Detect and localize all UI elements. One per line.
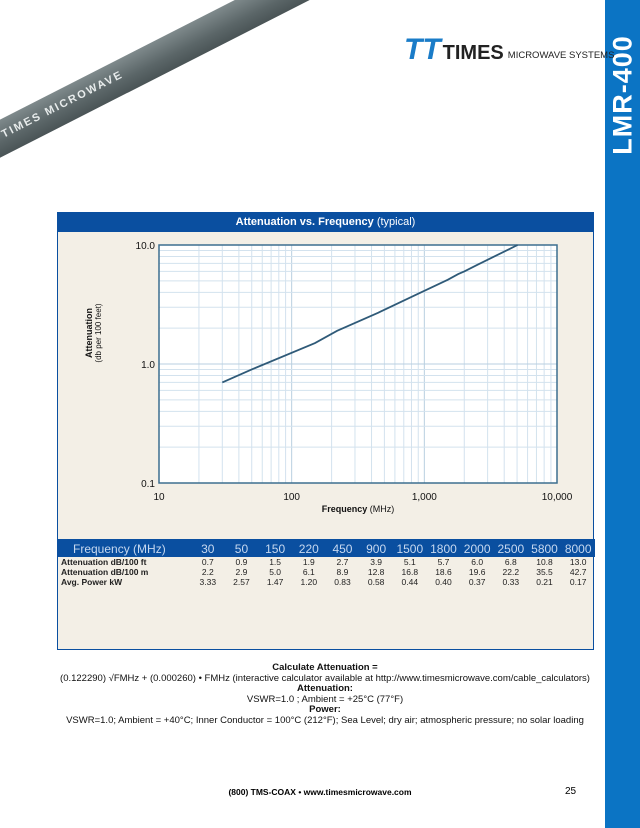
times-logo: TT TIMES MICROWAVE SYSTEMS (404, 33, 615, 66)
notes: Calculate Attenuation = (0.122290) √FMHz… (40, 662, 610, 726)
x-tick-label: 1,000 (412, 492, 437, 503)
title-rest: (typical) (373, 216, 416, 228)
table-cell: 42.7 (569, 567, 587, 577)
table-cell: 0.33 (502, 577, 520, 587)
table-cell: 13.0 (569, 557, 587, 567)
row-label: Attenuation dB/100 m (61, 567, 149, 577)
y-tick-label: 0.1 (141, 479, 155, 490)
table-cell: 0.44 (401, 577, 419, 587)
table-cell: 8.9 (336, 567, 349, 577)
row-label: Avg. Power kW (61, 577, 123, 587)
table-cell: 0.17 (569, 577, 587, 587)
cable-image: TIMES MICROWAVE (0, 0, 332, 171)
table-cell: 2.9 (235, 567, 248, 577)
table-cell: 1.20 (300, 577, 318, 587)
frequency-cell: 150 (265, 542, 286, 556)
y-axis-unit: (db per 100 feet) (94, 303, 103, 362)
table-cell: 0.21 (536, 577, 553, 587)
frequency-cell: 450 (332, 542, 353, 556)
frequency-cell: 50 (234, 542, 249, 556)
table-cell: 0.58 (367, 577, 385, 587)
x-axis-title: Frequency (322, 504, 368, 514)
attenuation-panel: Attenuation vs. Frequency (typical) 10 10… (57, 212, 595, 650)
table-cell: 3.33 (199, 577, 217, 587)
table-cell: 0.40 (435, 577, 452, 587)
calc-formula: (0.122290) √FMHz + (0.000260) • FMHz (in… (60, 672, 590, 684)
table-cell: 1.47 (266, 577, 284, 587)
frequency-cell: 30 (201, 542, 215, 556)
spec-table: Frequency (MHz) 30 50 150 220 450 900 1500 1800 2… (58, 539, 595, 587)
table-row: Avg. Power kW 3.33 2.57 1.47 1.20 0.83 0.58 0.4… (58, 577, 595, 587)
frequency-cell: 8000 (564, 542, 592, 556)
logo-name: TIMES (442, 42, 504, 64)
table-cell: 6.8 (504, 557, 517, 567)
table-cell: 1.5 (269, 557, 282, 567)
x-axis-unit: (MHz) (367, 504, 394, 514)
frequency-cell: 1500 (396, 542, 424, 556)
frequency-header-row: Frequency (MHz) 30 50 150 220 450 900 1500 1800 2… (58, 539, 595, 557)
table-cell: 3.9 (370, 557, 383, 567)
power-title: Power: (309, 704, 341, 715)
y-tick-label: 1.0 (141, 360, 155, 371)
table-cell: 22.2 (502, 567, 520, 577)
x-tick-label: 10 (153, 492, 165, 503)
logo-subtitle: MICROWAVE SYSTEMS (507, 50, 615, 61)
table-cell: 18.6 (435, 567, 452, 577)
frequency-cell: 2000 (463, 542, 491, 556)
y-tick-label: 10.0 (136, 241, 156, 252)
calc-title: Calculate Attenuation = (272, 662, 378, 673)
table-cell: 35.5 (536, 567, 553, 577)
table-cell: 0.37 (468, 577, 486, 587)
table-cell: 12.8 (367, 567, 385, 577)
row-label: Attenuation dB/100 ft (61, 557, 147, 567)
y-axis-label: Attenuation (84, 308, 94, 358)
table-cell: 16.8 (401, 567, 419, 577)
frequency-cell: 220 (298, 542, 319, 556)
side-tab: LMR-400 (605, 0, 640, 828)
table-cell: 6.0 (471, 557, 484, 567)
table-cell: 2.57 (233, 577, 250, 587)
table-cell: 10.8 (536, 557, 553, 567)
panel-title: Attenuation vs. Frequency (typical) (58, 213, 593, 232)
attenuation-conditions: VSWR=1.0 ; Ambient = +25°C (77°F) (246, 693, 404, 705)
x-tick-label: 100 (283, 492, 300, 503)
frequency-cell: 900 (366, 542, 387, 556)
logo-mark-icon: TT (404, 33, 441, 66)
table-cell: 5.1 (403, 557, 416, 567)
table-cell: 0.7 (201, 557, 214, 567)
table-cell: 2.2 (201, 567, 214, 577)
title-bold: Attenuation vs. Frequency (235, 216, 374, 228)
table-cell: 2.7 (336, 557, 349, 567)
frequency-cell: 2500 (497, 542, 525, 556)
x-axis-label: Frequency (MHz) (322, 504, 395, 514)
table-cell: 19.6 (468, 567, 486, 577)
attenuation-chart: 10 100 1,000 10,000 10.0 1.0 0.1 Frequency (MHz… (84, 241, 573, 514)
attenuation-title: Attenuation: (297, 683, 353, 694)
table-cell: 0.9 (235, 557, 248, 567)
attenuation-line (221, 244, 518, 384)
frequency-header-label: Frequency (MHz) (73, 542, 166, 556)
frequency-cell: 5800 (531, 542, 558, 556)
table-cell: 5.7 (437, 557, 450, 567)
table-cell: 1.9 (302, 557, 315, 567)
table-row: Attenuation dB/100 ft 0.7 0.9 1.5 1.9 2.7 3.9 5… (58, 557, 595, 567)
table-cell: 5.0 (269, 567, 282, 577)
frequency-cell: 1800 (430, 542, 457, 556)
table-row: Attenuation dB/100 m 2.2 2.9 5.0 6.1 8.9 12.8 1… (58, 567, 595, 577)
x-tick-label: 10,000 (542, 492, 573, 503)
power-conditions: VSWR=1.0; Ambient = +40°C; Inner Conduct… (66, 714, 584, 726)
footer-contact: (800) TMS-COAX • www.timesmicrowave.com (228, 787, 412, 797)
plot-frame (158, 244, 558, 484)
table-cell: 0.83 (334, 577, 351, 587)
table-cell: 6.1 (302, 567, 315, 577)
page-number: 25 (565, 786, 577, 797)
cable-print: TIMES MICROWAVE (0, 68, 126, 141)
